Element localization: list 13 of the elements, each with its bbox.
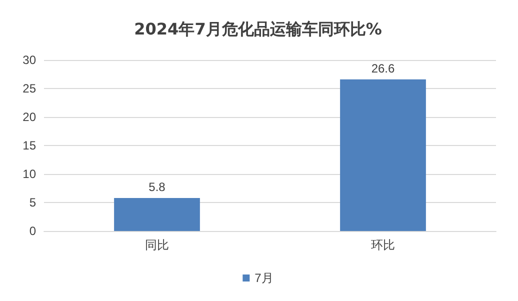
data-label: 26.6	[371, 61, 395, 76]
y-tick-label: 0	[29, 224, 36, 238]
x-tick-label: 环比	[371, 238, 395, 252]
y-tick-label: 25	[22, 82, 36, 96]
chart-title: 2024年7月危化品运输车同环比%	[134, 20, 382, 38]
x-tick-label: 同比	[145, 238, 169, 252]
data-label: 5.8	[148, 180, 166, 194]
y-tick-label: 30	[22, 53, 36, 67]
y-tick-label: 5	[29, 196, 36, 210]
y-tick-label: 10	[22, 167, 36, 181]
y-tick-label: 20	[22, 110, 36, 124]
y-tick-label: 15	[22, 138, 36, 152]
legend-label: 7月	[254, 271, 274, 285]
